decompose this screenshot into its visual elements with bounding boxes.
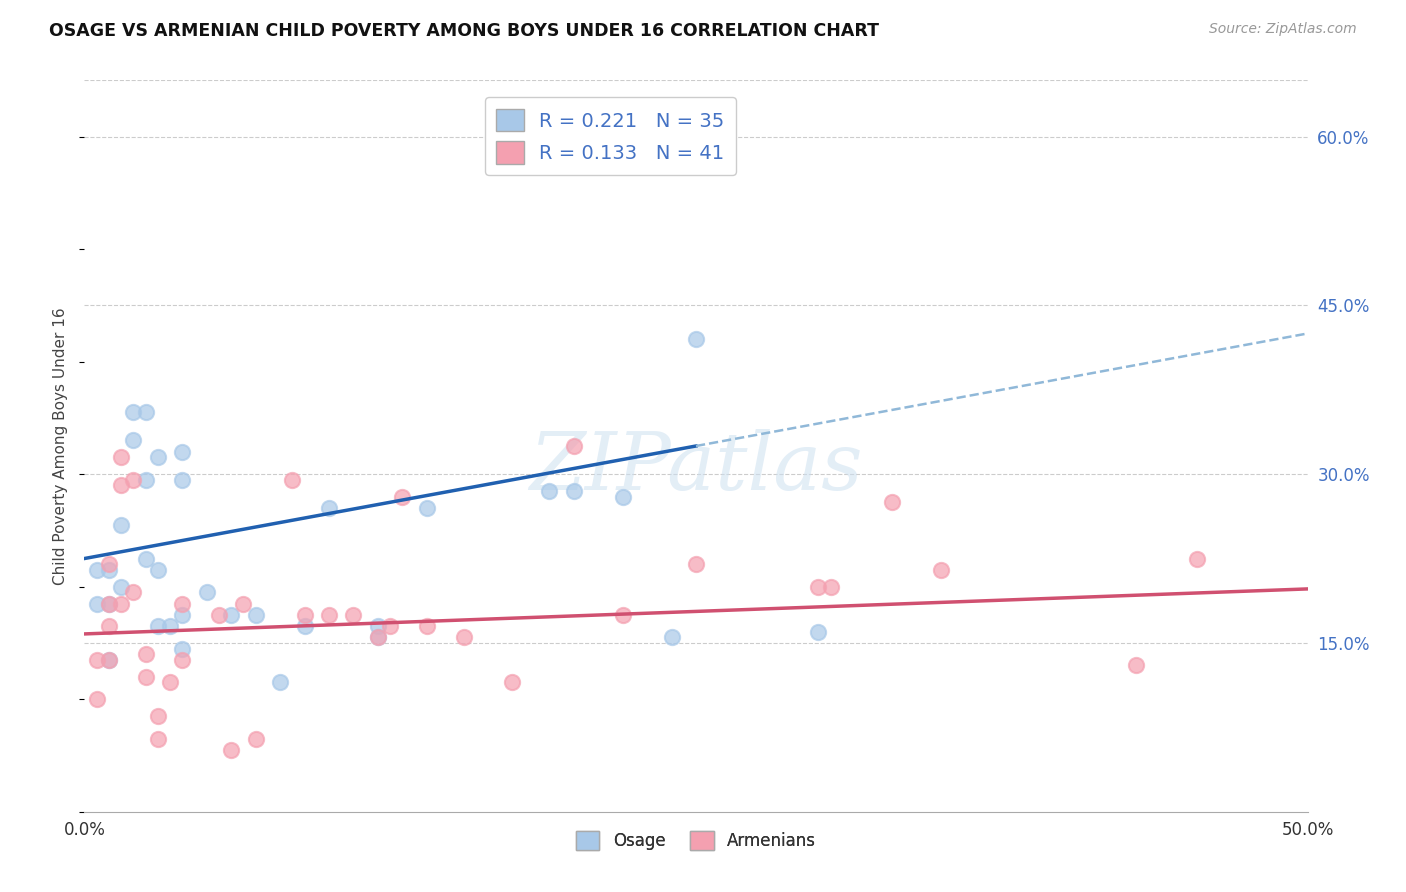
Point [172,653,194,667]
Point [416,619,439,633]
Point [135,551,157,566]
Point [453,630,475,644]
Point [318,607,340,622]
Point [232,597,254,611]
Point [562,483,585,498]
Point [172,607,194,622]
Point [281,473,304,487]
Point [367,619,389,633]
Point [97,597,120,611]
Point [159,619,181,633]
Point [135,473,157,487]
Point [97,563,120,577]
Point [807,624,830,639]
Point [318,500,340,515]
Point [807,580,830,594]
Point [1187,551,1209,566]
Point [146,709,169,723]
Point [122,473,145,487]
Point [172,597,194,611]
Point [110,580,132,594]
Point [367,630,389,644]
Point [146,731,169,746]
Point [245,731,267,746]
Point [159,675,181,690]
Point [122,405,145,419]
Point [172,444,194,458]
Point [97,653,120,667]
Point [122,434,145,448]
Point [97,597,120,611]
Point [86,597,108,611]
Point [110,478,132,492]
Text: OSAGE VS ARMENIAN CHILD POVERTY AMONG BOYS UNDER 16 CORRELATION CHART: OSAGE VS ARMENIAN CHILD POVERTY AMONG BO… [49,22,879,40]
Point [380,619,402,633]
Point [135,405,157,419]
Point [110,517,132,532]
Point [86,653,108,667]
Point [269,675,291,690]
Point [172,473,194,487]
Point [122,585,145,599]
Point [416,500,439,515]
Point [502,675,524,690]
Point [245,607,267,622]
Legend: Osage, Armenians: Osage, Armenians [568,822,824,858]
Point [146,563,169,577]
Point [110,597,132,611]
Point [110,450,132,465]
Point [612,490,634,504]
Point [1125,658,1147,673]
Point [97,653,120,667]
Point [538,483,561,498]
Point [562,439,585,453]
Point [135,647,157,661]
Text: ZIPatlas: ZIPatlas [529,429,863,507]
Point [219,607,242,622]
Point [685,557,707,571]
Point [86,692,108,706]
Point [685,332,707,346]
Point [294,607,316,622]
Point [294,619,316,633]
Point [391,490,413,504]
Point [880,495,903,509]
Point [208,607,231,622]
Point [135,670,157,684]
Text: Source: ZipAtlas.com: Source: ZipAtlas.com [1209,22,1357,37]
Point [86,563,108,577]
Y-axis label: Child Poverty Among Boys Under 16: Child Poverty Among Boys Under 16 [53,307,69,585]
Point [97,619,120,633]
Point [146,450,169,465]
Point [146,619,169,633]
Point [342,607,364,622]
Point [612,607,634,622]
Point [367,630,389,644]
Point [820,580,842,594]
Point [195,585,218,599]
Point [219,743,242,757]
Point [97,557,120,571]
Point [661,630,683,644]
Point [172,641,194,656]
Point [929,563,952,577]
